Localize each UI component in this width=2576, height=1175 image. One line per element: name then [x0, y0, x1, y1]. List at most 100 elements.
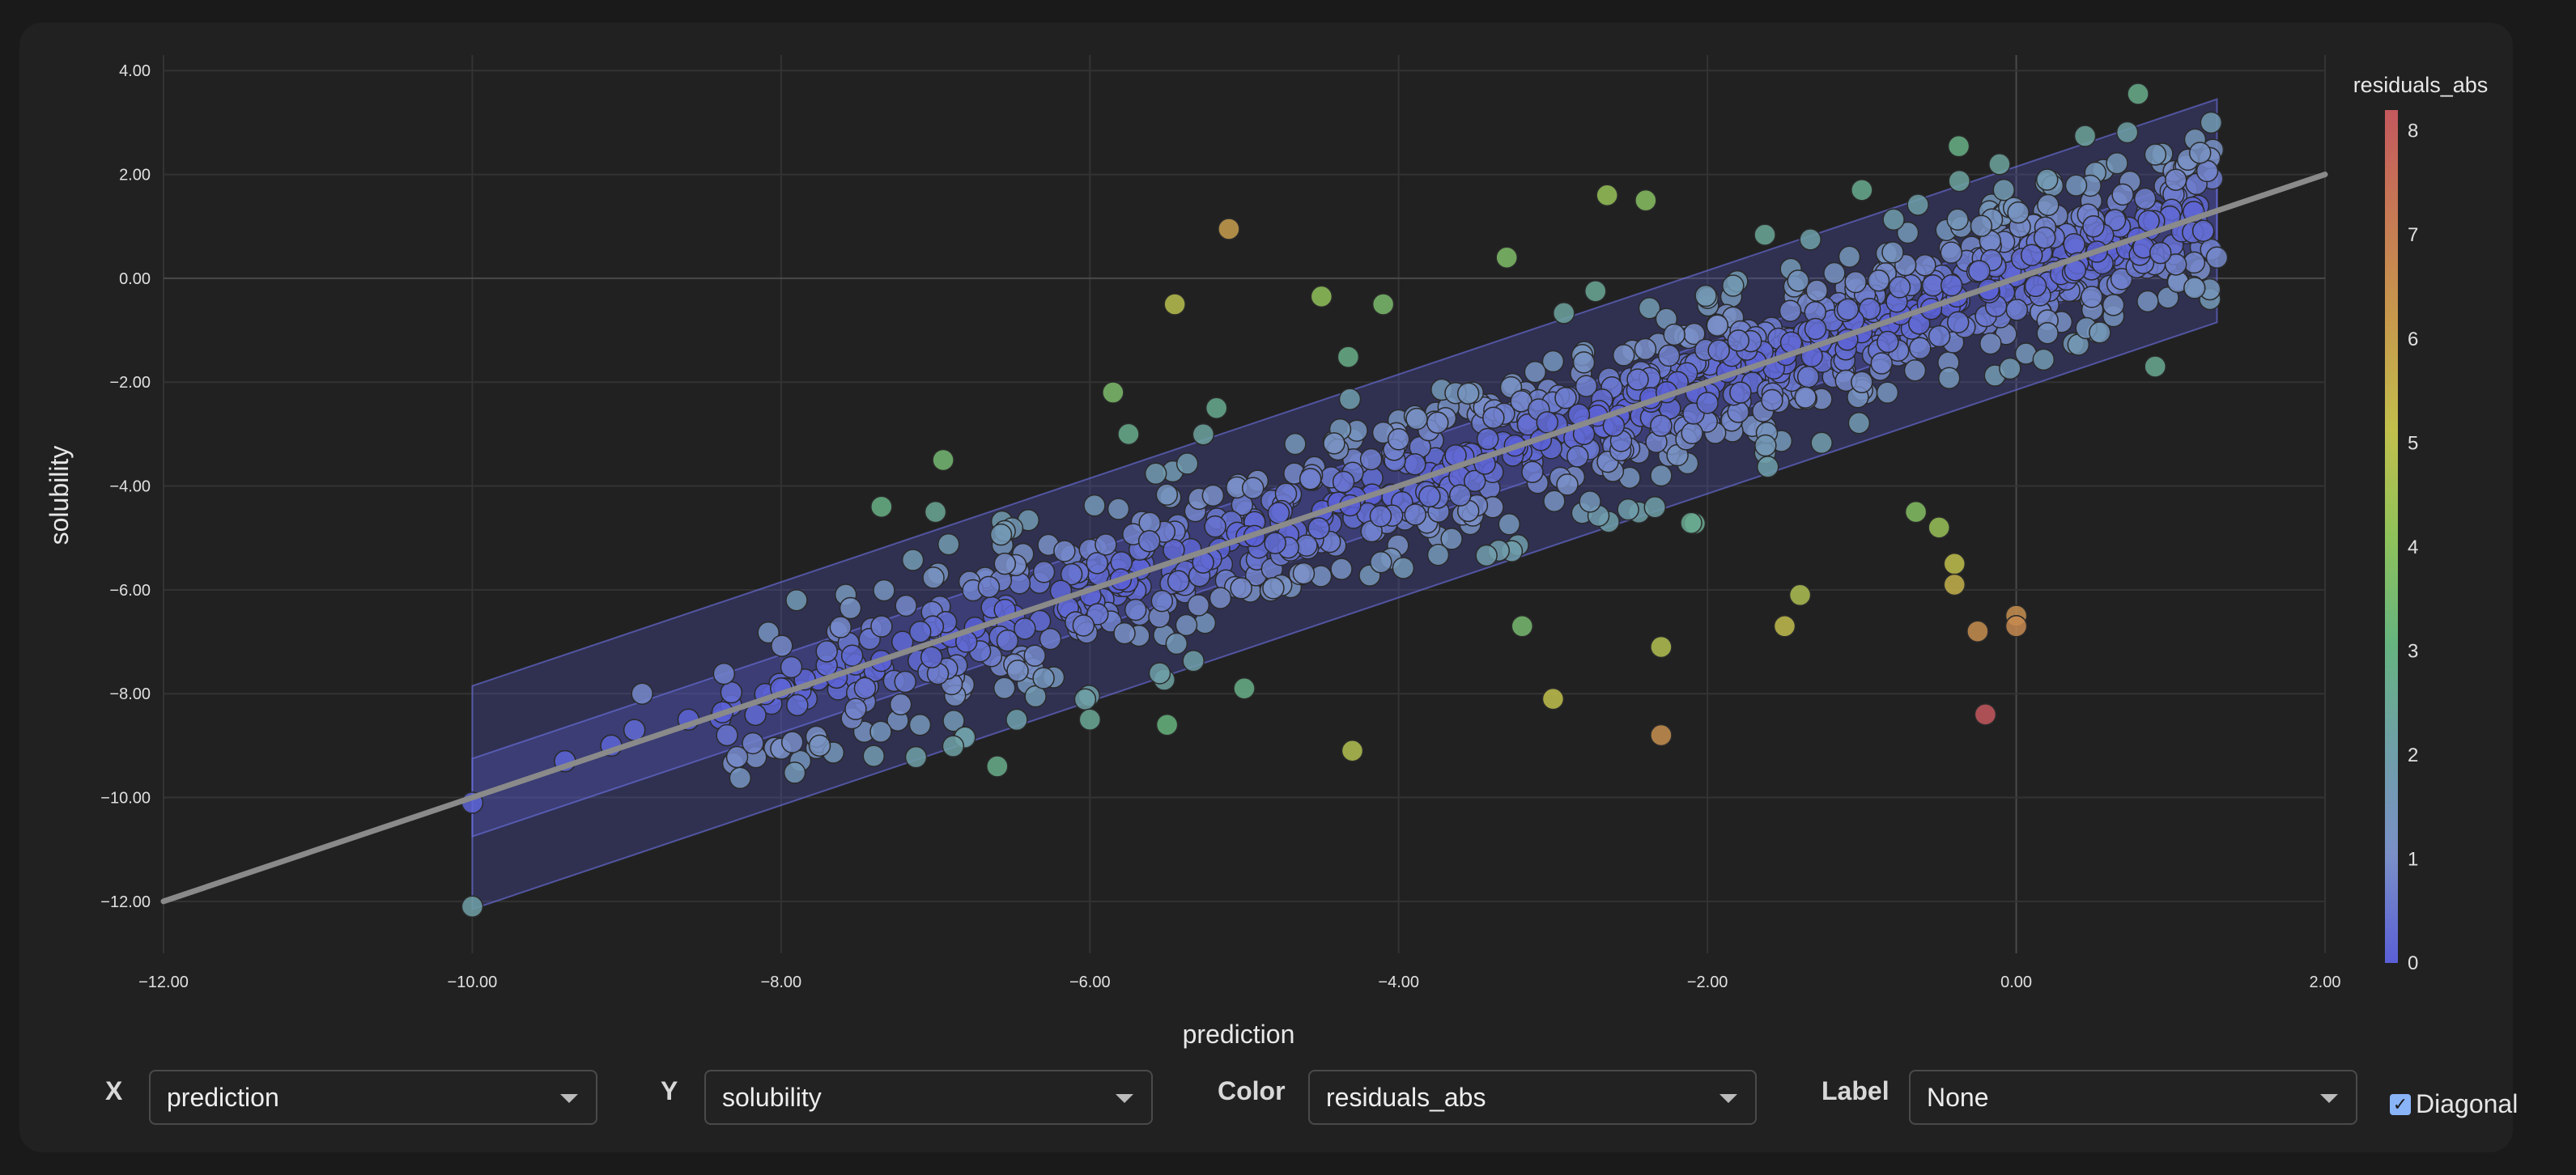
data-point [1914, 253, 1936, 277]
data-point [1650, 635, 1673, 659]
data-point [1387, 428, 1410, 451]
data-point [873, 579, 895, 602]
x-tick-label: −8.00 [761, 974, 802, 991]
data-point [1241, 477, 1265, 499]
data-point [1359, 448, 1383, 471]
data-point [993, 677, 1016, 700]
data-point [1566, 445, 1589, 468]
color-selector[interactable]: residuals_abs [1308, 1070, 1757, 1125]
data-point [942, 735, 965, 757]
data-point [1696, 392, 1719, 414]
data-point [2110, 268, 2133, 291]
data-point [1844, 270, 1867, 294]
data-point [1553, 302, 1575, 325]
data-point [1032, 561, 1056, 583]
data-point [2191, 219, 2215, 242]
data-point [1943, 553, 1966, 575]
data-points [461, 83, 2229, 918]
data-point [1392, 557, 1415, 579]
scatter-plot[interactable]: −12.00 −10.00 −8.00 −6.00 −4.00 −2.00 0.00 2.00… [0, 0, 2576, 1052]
data-point [1541, 350, 1565, 373]
data-point [1201, 484, 1225, 507]
colorbar-tick-label: 8 [2408, 121, 2418, 142]
data-point [1904, 500, 1928, 524]
data-point [839, 596, 862, 620]
data-point [1233, 677, 1256, 700]
x-axis-label: prediction [1183, 1020, 1295, 1049]
data-point [853, 677, 877, 700]
diagonal-toggle[interactable]: ✓ Diagonal [2390, 1089, 2518, 1119]
y-selector[interactable]: solubility [704, 1070, 1153, 1125]
data-point [1903, 358, 1927, 382]
x-selector[interactable]: prediction [149, 1070, 597, 1125]
data-point [1284, 432, 1307, 456]
data-point [844, 698, 867, 720]
data-point [1014, 617, 1036, 640]
data-point [742, 732, 764, 755]
data-point [1426, 543, 1450, 566]
data-point [1337, 346, 1360, 368]
label-selector[interactable]: None [1909, 1070, 2357, 1125]
colorbar-tick-label: 1 [2408, 848, 2418, 870]
data-point [1634, 337, 1657, 361]
data-point [1638, 297, 1661, 320]
data-point [1761, 388, 1783, 412]
data-point [1370, 550, 1392, 574]
data-point [1838, 245, 1861, 268]
data-point [1940, 241, 1963, 264]
data-point [1928, 516, 1950, 539]
data-point [1192, 423, 1215, 446]
chevron-down-icon [560, 1094, 578, 1103]
data-point [1107, 498, 1130, 520]
data-point [1310, 285, 1333, 308]
diagonal-checkbox[interactable]: ✓ [2390, 1093, 2411, 1115]
data-point [1511, 615, 1534, 638]
data-point [1426, 411, 1449, 435]
data-point [1773, 615, 1796, 638]
data-point [2033, 227, 2056, 249]
data-point [1476, 427, 1499, 451]
data-point [1404, 453, 1426, 476]
data-point [1643, 495, 1667, 519]
label-selector-label: Label [1821, 1076, 1889, 1105]
data-point [2020, 244, 2043, 266]
data-point [1663, 323, 1685, 346]
colorbar-tick-labels: 0 1 2 3 4 5 6 7 8 [2408, 121, 2418, 974]
x-tick-label: −10.00 [448, 974, 498, 991]
data-point [1032, 667, 1055, 689]
data-point [1596, 184, 1618, 206]
data-point [1124, 598, 1147, 621]
data-point [2037, 193, 2060, 217]
data-point [2035, 168, 2059, 191]
data-point [989, 523, 1013, 546]
data-point [1617, 498, 1639, 521]
data-point [924, 500, 947, 524]
colorbar-tick-label: 2 [2408, 744, 2418, 766]
data-point [1794, 386, 1817, 409]
data-point [862, 744, 886, 767]
data-point [2004, 615, 2028, 638]
data-point [1876, 381, 1899, 404]
data-point [2082, 214, 2105, 238]
data-point [1579, 490, 1601, 513]
data-point [2081, 286, 2103, 308]
data-point [1650, 723, 1673, 747]
data-point [1877, 330, 1899, 354]
data-point [1541, 687, 1565, 711]
data-point [771, 634, 793, 657]
data-point [1810, 431, 1833, 455]
data-point [1804, 317, 1827, 341]
data-point [1148, 662, 1171, 685]
data-point [1078, 708, 1102, 732]
y-tick-label: −4.00 [109, 478, 151, 496]
data-point [1948, 169, 1971, 193]
y-tick-label: −12.00 [100, 893, 151, 911]
data-point [986, 755, 1009, 778]
data-point [1524, 360, 1547, 384]
colorbar-tick-label: 3 [2408, 640, 2418, 662]
colorbar-tick-label: 6 [2408, 329, 2418, 350]
data-point [2024, 274, 2047, 298]
data-point [1024, 685, 1047, 708]
data-point [1167, 570, 1190, 592]
data-point [1405, 407, 1428, 431]
